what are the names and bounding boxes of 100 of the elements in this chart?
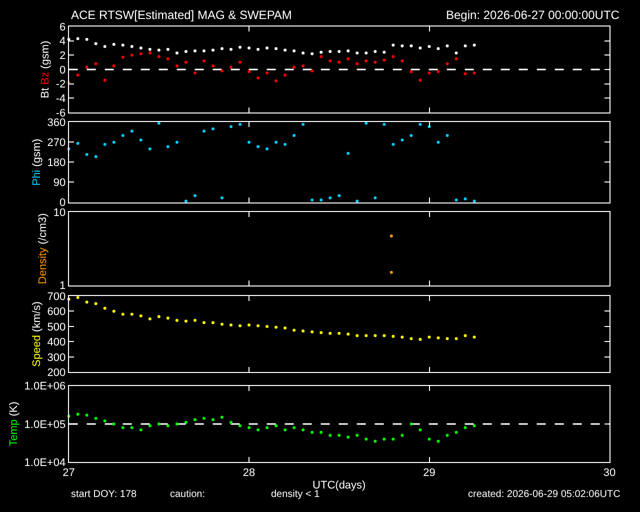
point — [85, 414, 88, 417]
point — [220, 47, 224, 50]
y-tick-label: 1.0E+04 — [24, 456, 66, 469]
point — [94, 302, 98, 306]
point — [284, 74, 287, 77]
text: density < 1 — [271, 489, 320, 500]
point — [418, 122, 422, 126]
point — [130, 312, 134, 316]
point — [157, 48, 160, 52]
point — [328, 196, 332, 200]
point — [364, 438, 368, 441]
text: start DOY: 178 — [71, 489, 138, 500]
y-tick-label: -6 — [56, 107, 66, 120]
point — [472, 44, 476, 47]
point — [428, 45, 431, 48]
y-tick-label: 270 — [47, 137, 66, 150]
point — [338, 434, 341, 437]
point — [76, 37, 80, 40]
point — [472, 200, 476, 203]
point — [274, 326, 278, 329]
point — [274, 140, 278, 144]
y-tick-label: 300 — [47, 352, 66, 364]
point — [374, 196, 377, 200]
point — [202, 416, 206, 420]
point — [184, 320, 188, 323]
point — [112, 422, 116, 426]
point — [310, 52, 314, 56]
point — [472, 72, 476, 75]
point — [202, 59, 206, 62]
point — [284, 428, 287, 432]
x-tick-label: 29 — [423, 467, 436, 480]
point — [184, 420, 188, 424]
point — [320, 55, 323, 58]
point — [220, 196, 224, 200]
point — [76, 296, 80, 300]
y-tick-label: -2 — [56, 78, 66, 91]
point — [302, 51, 305, 54]
point — [266, 147, 269, 150]
point — [284, 48, 287, 52]
point — [139, 314, 142, 318]
chart-subtitle: Begin: 2026-06-27 00:00:00UTC — [446, 8, 620, 22]
point — [410, 134, 413, 138]
point — [85, 66, 88, 69]
point — [238, 324, 242, 328]
point — [175, 140, 178, 144]
y-tick-label: 1.0E+05 — [24, 418, 66, 431]
point — [328, 434, 332, 437]
point — [392, 55, 395, 58]
point — [103, 419, 106, 422]
point — [256, 145, 260, 148]
point — [112, 64, 116, 68]
y-tick-label: 360 — [47, 117, 66, 130]
point — [418, 428, 422, 432]
point — [256, 48, 260, 51]
point — [230, 125, 232, 128]
point — [248, 70, 251, 74]
point — [338, 60, 341, 64]
point — [446, 434, 449, 437]
point — [230, 48, 232, 51]
point — [400, 44, 404, 48]
y-tick-label: 700 — [47, 290, 66, 303]
point — [328, 59, 332, 62]
point — [464, 426, 467, 430]
point — [211, 127, 214, 130]
x-axis-title: UTC(days) — [312, 479, 366, 492]
point — [410, 422, 413, 426]
point — [175, 64, 178, 68]
point — [166, 48, 170, 51]
point — [94, 62, 98, 66]
point — [211, 418, 214, 422]
point — [382, 438, 386, 441]
point — [392, 44, 395, 47]
point — [139, 138, 142, 142]
point — [184, 60, 188, 64]
point — [364, 51, 368, 54]
point — [175, 318, 178, 322]
text: Bz — [39, 72, 52, 85]
point — [238, 46, 242, 49]
point — [166, 316, 170, 320]
point — [112, 140, 116, 144]
y-axis-title: (km/s) — [30, 301, 43, 332]
y-tick-label: -4 — [56, 92, 66, 105]
point — [184, 200, 188, 203]
y-tick-label: 6 — [59, 21, 66, 34]
point — [302, 330, 305, 333]
point — [418, 338, 422, 341]
text: Density — [37, 246, 49, 284]
point — [464, 334, 467, 338]
point — [202, 130, 206, 133]
point — [76, 74, 80, 77]
point — [320, 198, 323, 202]
y-tick-label: 4 — [59, 36, 66, 48]
point — [454, 57, 458, 60]
y-tick-label: 0 — [59, 64, 66, 76]
x-tick-label: 28 — [242, 467, 256, 480]
point — [130, 54, 134, 57]
point — [274, 79, 278, 82]
point — [410, 44, 413, 48]
point — [94, 155, 98, 158]
point — [310, 198, 314, 202]
